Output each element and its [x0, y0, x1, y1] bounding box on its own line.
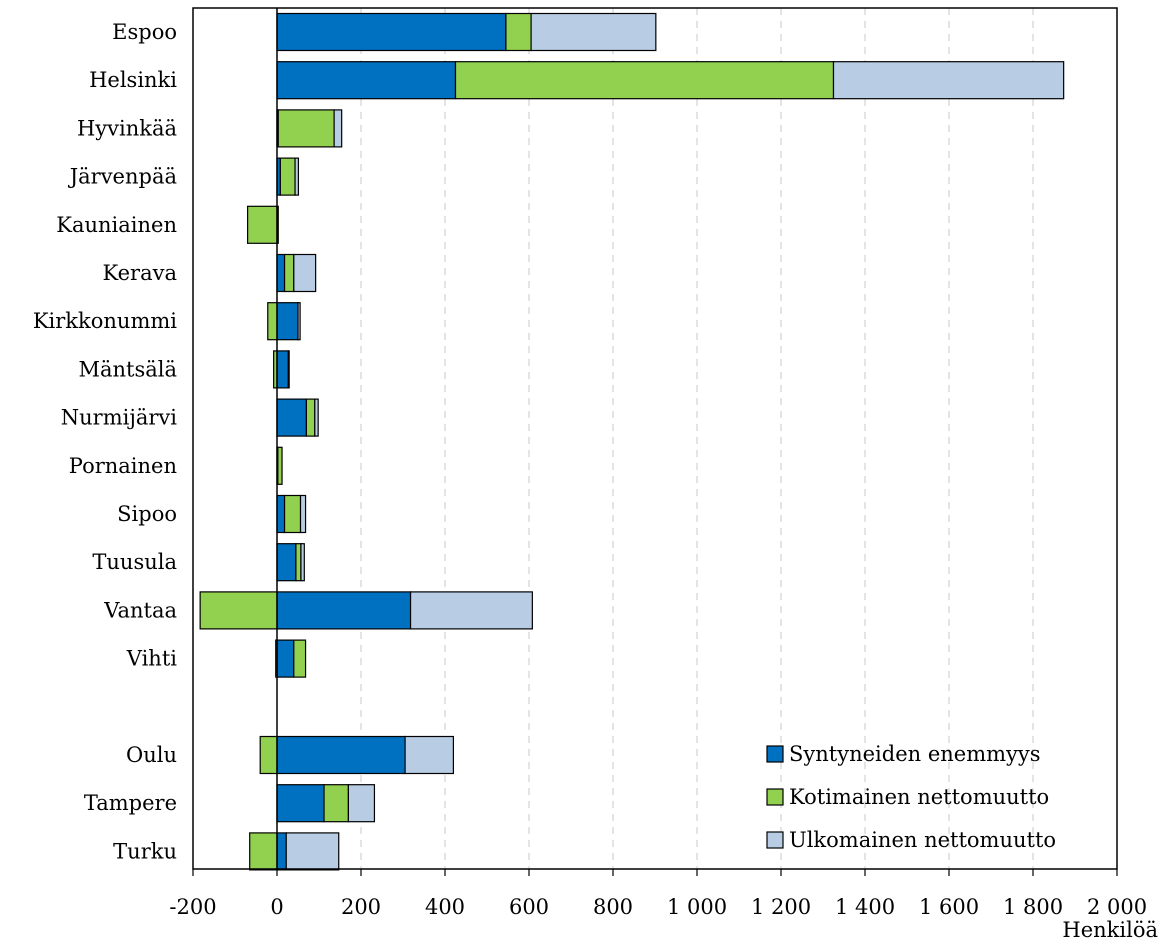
category-label: Hyvinkää — [77, 116, 177, 140]
category-label: Pornainen — [69, 454, 177, 478]
category-label: Espoo — [112, 20, 177, 44]
bar-segment — [249, 832, 278, 871]
bar-segment — [276, 784, 325, 823]
bar-segment — [530, 12, 657, 52]
legend-swatch — [766, 745, 784, 763]
category-label: Kerava — [103, 261, 178, 285]
bar-segment — [285, 832, 340, 871]
bar-segment — [199, 591, 278, 630]
x-tick-label: -200 — [169, 895, 216, 919]
bar-segment — [409, 591, 533, 630]
bar-segment — [333, 109, 343, 148]
category-label: Vihti — [126, 647, 177, 671]
x-tick-label: 1 600 — [919, 895, 979, 919]
category-label: Oulu — [126, 743, 177, 767]
category-label: Vantaa — [103, 598, 177, 622]
bar-segment — [276, 12, 507, 52]
category-label: Tuusula — [92, 550, 177, 574]
bar-segment — [247, 205, 278, 244]
bar-segment — [404, 735, 455, 775]
category-label: Sipoo — [117, 502, 177, 526]
bar-segment — [293, 639, 307, 678]
category-label: Tampere — [84, 791, 177, 815]
bar-segment — [267, 302, 278, 341]
bar-segment — [287, 350, 290, 389]
x-tick-label: 1 200 — [751, 895, 811, 919]
legend-swatch — [766, 831, 784, 849]
bar-segment — [276, 591, 412, 630]
x-tick-label: 0 — [270, 895, 283, 919]
gridlines — [360, 8, 1034, 869]
bar-segment — [279, 157, 296, 196]
bar-segment — [295, 543, 302, 582]
bar-segment — [299, 494, 307, 534]
bar-segment — [283, 494, 302, 534]
bar-segment — [314, 398, 319, 437]
bar-segment — [347, 784, 376, 823]
category-label: Helsinki — [89, 68, 177, 92]
bar-segment — [259, 735, 278, 775]
bar-segment — [294, 157, 300, 196]
bar-segment — [293, 253, 317, 293]
bar-segment — [283, 253, 295, 293]
bar-segment — [276, 398, 307, 437]
bar-segment — [305, 398, 316, 437]
x-tick-label: 1 000 — [667, 895, 727, 919]
category-label: Kauniainen — [56, 213, 177, 237]
bar-segment — [276, 735, 406, 775]
bar-segment — [276, 61, 457, 100]
category-label: Järvenpää — [68, 165, 177, 189]
bar-segment — [276, 543, 297, 582]
legend-label: Ulkomainen nettomuutto — [789, 828, 1056, 852]
bar-segment — [276, 832, 287, 871]
bar-segment — [277, 446, 283, 485]
bar-segment — [454, 61, 835, 100]
x-tick-label: 800 — [593, 895, 633, 919]
legend-label: Syntyneiden enemmyys — [789, 742, 1041, 766]
category-label: Mäntsälä — [78, 357, 177, 381]
bar-segment — [323, 784, 350, 823]
x-tick-label: 1 400 — [835, 895, 895, 919]
bar-segment — [297, 302, 301, 341]
bar-segment — [300, 543, 305, 582]
bar-segment — [276, 639, 295, 678]
bar-segment — [277, 109, 335, 148]
x-tick-label: 400 — [425, 895, 465, 919]
category-label: Nurmijärvi — [61, 406, 178, 430]
bar-segment — [276, 494, 286, 534]
plot-frame — [192, 7, 1118, 870]
x-tick-label: 600 — [509, 895, 549, 919]
bar-segment — [832, 61, 1065, 100]
x-tick-label: 1 800 — [1003, 895, 1063, 919]
bar-segment — [505, 12, 532, 52]
legend: Syntyneiden enemmyys Kotimainen nettomuut… — [766, 742, 1056, 852]
x-tick-label: 200 — [341, 895, 381, 919]
x-axis-ticks: -200 0 200 400 600 800 1 000 1 200 1 400 1 600 1 8… — [169, 869, 1147, 919]
category-label: Kirkkonummi — [33, 309, 177, 333]
legend-swatch — [766, 788, 784, 806]
bar-segment — [276, 350, 289, 389]
legend-label: Kotimainen nettomuutto — [789, 785, 1049, 809]
bars — [199, 12, 1065, 871]
x-tick-label: 2 000 — [1087, 895, 1147, 919]
bar-segment — [276, 253, 286, 293]
category-label: Turku — [113, 839, 177, 863]
category-labels: Espoo Helsinki Hyvinkää Järvenpää Kauniainen… — [33, 20, 177, 863]
x-axis-label: Henkilöä — [1062, 918, 1158, 942]
bar-segment — [276, 302, 299, 341]
